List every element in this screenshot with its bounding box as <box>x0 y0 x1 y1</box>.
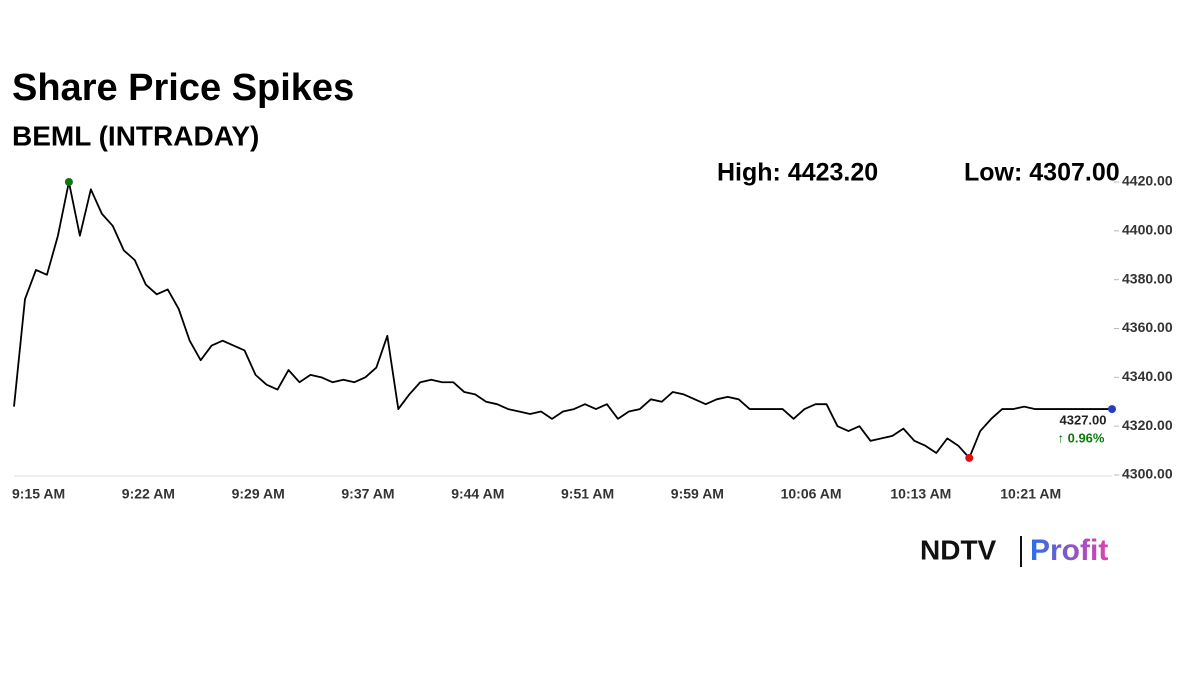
x-tick-label: 9:29 AM <box>232 486 285 502</box>
last-dot <box>1108 405 1116 414</box>
price-line <box>13 181 1112 459</box>
last-value-label: 4327.00 <box>1060 412 1107 427</box>
chart-subtitle: BEML (INTRADAY) <box>12 120 259 151</box>
high-annotation: High: 4423.20 <box>717 159 878 187</box>
y-tick-label: 4400.00 <box>1122 222 1173 238</box>
x-tick-label: 10:21 AM <box>1000 486 1061 502</box>
x-tick-label: 9:44 AM <box>451 486 504 502</box>
y-tick-label: 4300.00 <box>1122 466 1173 482</box>
y-tick-label: 4420.00 <box>1122 173 1173 189</box>
y-tick-label: 4320.00 <box>1122 417 1173 433</box>
x-tick-label: 9:15 AM <box>12 486 65 502</box>
y-tick-label: 4360.00 <box>1122 319 1173 335</box>
low-dot <box>965 453 974 462</box>
x-tick-label: 9:51 AM <box>561 486 614 502</box>
x-tick-label: 9:59 AM <box>671 486 724 502</box>
brand-product: Profit <box>1030 534 1108 567</box>
y-tick-label: 4340.00 <box>1122 368 1173 384</box>
change-label: ↑ 0.96% <box>1058 430 1105 445</box>
x-tick-label: 10:13 AM <box>890 486 951 502</box>
x-tick-label: 9:37 AM <box>341 486 394 502</box>
low-annotation: Low: 4307.00 <box>964 159 1120 187</box>
x-tick-label: 10:06 AM <box>781 486 842 502</box>
high-dot <box>64 178 73 186</box>
chart-title: Share Price Spikes <box>12 67 354 109</box>
x-tick-label: 9:22 AM <box>122 486 175 502</box>
brand-name: NDTV <box>920 534 997 565</box>
y-tick-label: 4380.00 <box>1122 270 1173 286</box>
